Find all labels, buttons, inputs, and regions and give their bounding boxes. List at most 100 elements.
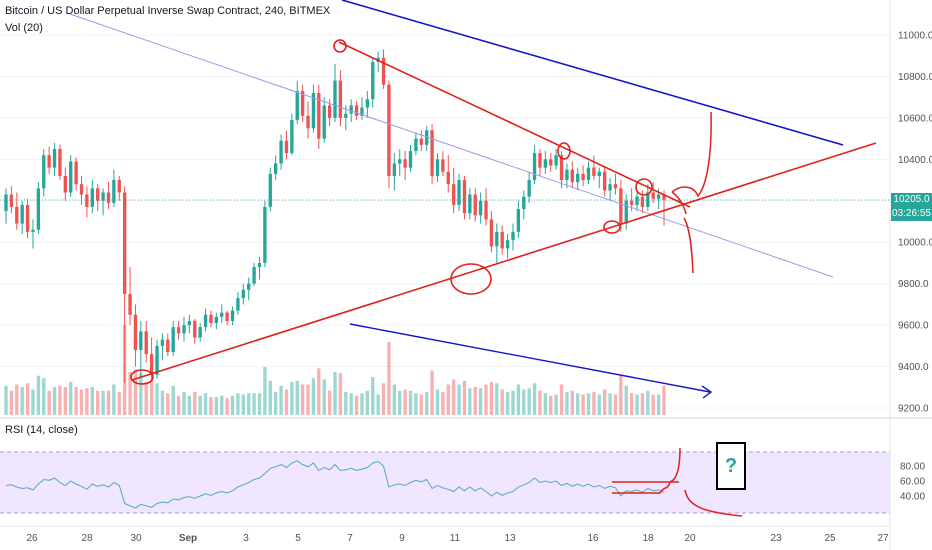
- volume-bar: [511, 390, 515, 415]
- circle-low-sep11[interactable]: [450, 263, 492, 295]
- volume-bar: [160, 390, 165, 415]
- candle-body: [484, 200, 488, 220]
- rsi-scribble[interactable]: [612, 447, 743, 517]
- candle-body: [408, 151, 413, 168]
- price-axis[interactable]: 11000.010800.010600.010400.010200.010000…: [898, 31, 932, 415]
- time-tick-label: 5: [295, 533, 301, 544]
- candle-body: [252, 267, 256, 284]
- volume-bar: [176, 395, 181, 415]
- rsi-tick-label: 80.00: [900, 462, 925, 473]
- volume-bar: [225, 398, 229, 415]
- candle-body: [187, 320, 192, 326]
- candle-body: [403, 159, 407, 168]
- candle-body: [106, 192, 111, 203]
- volume-bar: [360, 393, 364, 415]
- volume-bar: [516, 384, 521, 415]
- candle-body: [538, 153, 542, 168]
- volume-bar: [252, 393, 256, 415]
- candle-body: [74, 161, 78, 185]
- candle-body: [241, 289, 245, 299]
- volume-bar: [317, 368, 321, 415]
- candle-body: [559, 155, 564, 181]
- candle-body: [354, 105, 359, 116]
- candle-body: [608, 184, 612, 191]
- candle-body: [549, 159, 553, 166]
- candle-body: [619, 188, 623, 224]
- candle-body: [613, 184, 618, 189]
- candle-body: [662, 194, 666, 200]
- trendline-top-blue[interactable]: [341, 0, 844, 146]
- volume-bar: [149, 380, 154, 415]
- price-tick-label: 10800.0: [898, 72, 932, 83]
- volume-bar: [25, 383, 30, 415]
- volume-bar: [90, 387, 94, 415]
- volume-bar: [247, 393, 251, 415]
- volume-bar: [651, 394, 655, 415]
- volume-bar: [58, 385, 62, 415]
- volume-bar: [414, 393, 418, 415]
- volume-bar: [538, 390, 542, 415]
- volume-bar: [608, 393, 612, 415]
- volume-bar: [425, 392, 429, 415]
- candle-body: [160, 339, 165, 346]
- volume-bar: [9, 390, 14, 415]
- circle-low-aug30[interactable]: [130, 369, 154, 385]
- volume-bar: [203, 393, 208, 415]
- volume-bar: [36, 375, 41, 415]
- candle-body: [592, 167, 596, 176]
- volume-bar: [112, 384, 116, 415]
- trendline-light-blue[interactable]: [69, 13, 834, 278]
- time-tick-label: 26: [26, 533, 38, 544]
- rsi-axis[interactable]: 80.00 60.00 40.00: [900, 462, 925, 503]
- candle-body: [171, 327, 175, 353]
- price-tick-label: 9600.0: [898, 321, 929, 332]
- volume-bar: [155, 383, 159, 415]
- circle-touch-sep17[interactable]: [603, 220, 621, 234]
- time-tick-label: 28: [81, 533, 93, 544]
- volume-bar: [311, 378, 316, 415]
- volume-bar: [349, 393, 353, 415]
- time-tick-label: 13: [504, 533, 516, 544]
- candle-body: [516, 209, 521, 232]
- volume-bar: [441, 392, 445, 415]
- candle-body: [225, 312, 229, 321]
- candle-body: [381, 57, 386, 85]
- candle-body: [36, 188, 41, 230]
- circle-high-sep6[interactable]: [333, 39, 347, 53]
- candle-body: [565, 169, 569, 181]
- volume-indicator-label[interactable]: Vol (20): [5, 22, 43, 34]
- volume-bar: [209, 397, 213, 415]
- candle-body: [629, 200, 634, 205]
- candle-body: [327, 105, 332, 118]
- candle-body: [220, 312, 224, 317]
- volume-bar: [274, 392, 278, 415]
- volume-bar: [193, 392, 197, 415]
- trendline-lower-red[interactable]: [131, 142, 877, 381]
- volume-bar: [495, 383, 499, 415]
- candle-body: [311, 93, 316, 129]
- trendline-upper-red[interactable]: [338, 41, 691, 208]
- trendline-bottom-blue[interactable]: [349, 323, 711, 393]
- candle-body: [31, 229, 35, 232]
- circle-touch-sep18[interactable]: [635, 178, 653, 196]
- price-grid: [0, 34, 890, 409]
- candle-body: [344, 113, 348, 118]
- time-axis[interactable]: 26 28 30 Sep 3 5 7 9 11 13 16 18 20 23 25 27: [26, 533, 889, 544]
- drawings[interactable]: [69, 0, 877, 399]
- candle-body: [90, 188, 94, 207]
- breakout-scribble[interactable]: [671, 111, 712, 274]
- question-mark-box[interactable]: ?: [716, 442, 746, 490]
- volume-bar: [435, 389, 440, 415]
- candle-body: [58, 148, 62, 176]
- candle-body: [290, 119, 294, 154]
- rsi-indicator-label[interactable]: RSI (14, close): [5, 424, 78, 436]
- candle-body: [495, 231, 499, 247]
- price-tick-label: 10000.0: [898, 238, 932, 249]
- circle-touch-sep14[interactable]: [557, 142, 571, 160]
- volume-bar: [398, 390, 402, 415]
- volume-bar: [505, 392, 510, 415]
- volume-bar: [139, 373, 143, 415]
- time-tick-label: 27: [877, 533, 889, 544]
- candle-body: [155, 345, 159, 375]
